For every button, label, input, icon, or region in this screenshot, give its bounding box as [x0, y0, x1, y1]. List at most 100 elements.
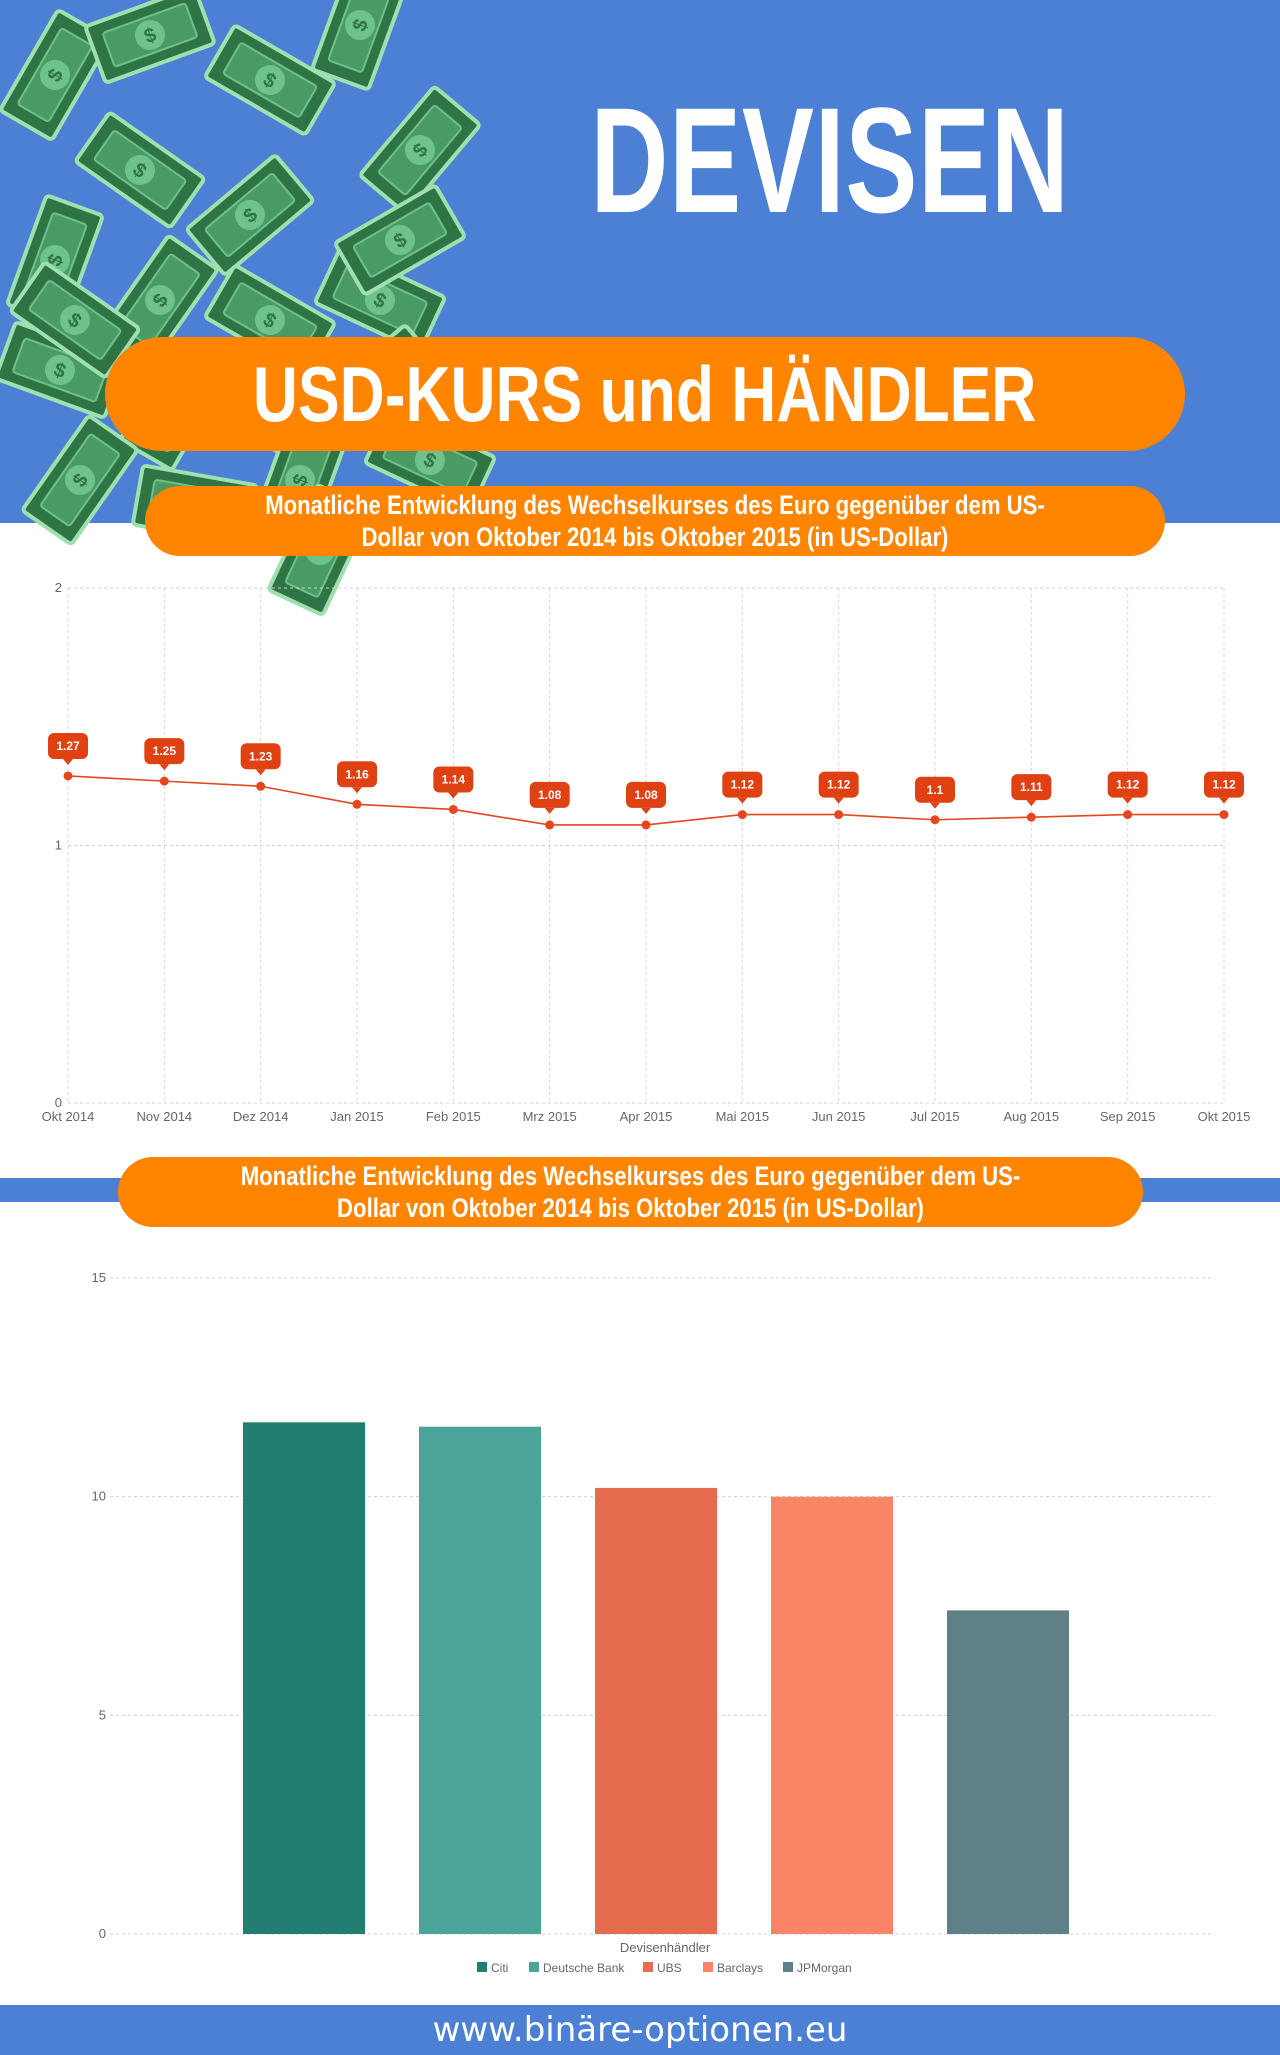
- data-label-bubble: [818, 771, 859, 798]
- money-bill-icon: $: [84, 0, 216, 84]
- y-tick-label: 10: [92, 1489, 106, 1504]
- legend-label: UBS: [657, 1961, 682, 1975]
- y-tick-label: 15: [92, 1270, 106, 1285]
- x-tick-label: Jan 2015: [330, 1109, 384, 1124]
- money-bill-seal: [405, 135, 435, 165]
- x-tick-label: Mai 2015: [716, 1109, 769, 1124]
- data-label-pointer: [930, 802, 940, 809]
- money-bill-icon: $: [185, 154, 315, 276]
- footer-band: [0, 2005, 1280, 2055]
- banner-title: USD-KURS und HÄNDLER: [105, 337, 1185, 451]
- x-tick-label: Jun 2015: [812, 1109, 866, 1124]
- data-label-bubble: [915, 776, 955, 803]
- data-label-bubble: [433, 766, 474, 793]
- y-tick-label: 0: [55, 1095, 62, 1110]
- data-label-bubble: [48, 732, 88, 759]
- legend-swatch: [703, 1962, 713, 1972]
- data-label-pointer: [737, 797, 748, 804]
- data-label-pointer: [1219, 797, 1229, 804]
- data-label-pointer: [641, 807, 651, 814]
- data-point: [1026, 812, 1036, 822]
- data-label-pointer: [1122, 797, 1133, 804]
- money-bill-seal: [60, 305, 90, 335]
- legend-label: Deutsche Bank: [543, 1961, 625, 1975]
- bar: [947, 1610, 1069, 1934]
- money-bill-seal: [255, 305, 285, 335]
- data-label-pointer: [1026, 800, 1037, 807]
- x-tick-label: Feb 2015: [426, 1109, 481, 1124]
- money-bill-seal: [65, 465, 95, 495]
- data-label-pointer: [544, 807, 555, 814]
- x-axis-label: Devisenhändler: [620, 1940, 711, 1955]
- data-label-bubble: [529, 781, 570, 808]
- data-label-bubble: [1107, 771, 1148, 798]
- x-tick-label: Okt 2014: [42, 1109, 95, 1124]
- bar-chart-title: Monatliche Entwicklung des Wechselkurses…: [118, 1157, 1143, 1227]
- data-point: [834, 810, 844, 820]
- data-point: [256, 781, 266, 791]
- x-tick-label: Aug 2015: [1003, 1109, 1059, 1124]
- money-bill-seal: [345, 10, 375, 40]
- money-bill-icon: $: [359, 85, 481, 215]
- data-label: 1.08: [634, 788, 658, 802]
- x-tick-label: Mrz 2015: [523, 1109, 577, 1124]
- data-point: [545, 820, 555, 830]
- line-chart-title: Monatliche Entwicklung des Wechselkurses…: [145, 486, 1165, 556]
- data-label-bubble: [240, 743, 281, 770]
- data-point: [1123, 810, 1133, 820]
- bar-chart: 0 5 10 15 Devisenhändler Citi Deutsche Bank UBS…: [92, 1270, 1215, 1975]
- banner-title-text: USD-KURS und HÄNDLER: [253, 350, 1037, 438]
- legend-label: Barclays: [717, 1961, 763, 1975]
- money-bill-seal: [255, 65, 285, 95]
- bar: [419, 1426, 541, 1934]
- money-bill-icon: $: [0, 9, 111, 141]
- x-tick-label: Okt 2015: [1198, 1109, 1251, 1124]
- y-tick-label: 5: [99, 1707, 106, 1722]
- x-tick-label: Dez 2014: [233, 1109, 289, 1124]
- money-bill-seal: [145, 285, 175, 315]
- bar: [595, 1487, 717, 1934]
- data-point: [737, 810, 747, 820]
- data-label-pointer: [448, 792, 459, 799]
- money-bill-seal: [415, 445, 445, 475]
- page-title: DEVISEN: [590, 76, 1070, 244]
- data-label: 1.12: [827, 778, 851, 792]
- footer-url[interactable]: www.binäre-optionen.eu: [432, 2010, 848, 2050]
- data-label: 1.11: [1020, 780, 1043, 794]
- data-label: 1.27: [56, 739, 80, 753]
- money-bill-seal: [235, 200, 265, 230]
- data-label-bubble: [1204, 771, 1244, 798]
- data-label: 1.12: [1212, 778, 1236, 792]
- money-bill-icon: $: [9, 261, 141, 379]
- legend-label: JPMorgan: [797, 1961, 852, 1975]
- legend-swatch: [643, 1962, 653, 1972]
- data-label-pointer: [255, 769, 266, 776]
- data-label: 1.16: [345, 767, 369, 781]
- data-point: [63, 771, 73, 781]
- legend-label: Citi: [491, 1961, 508, 1975]
- data-label: 1.14: [442, 772, 466, 786]
- money-bill-icon: $: [311, 0, 409, 91]
- data-label: 1.12: [1116, 778, 1140, 792]
- money-bill-seal: [125, 155, 155, 185]
- legend-swatch: [783, 1962, 793, 1972]
- money-bill-seal: [385, 225, 415, 255]
- y-tick-label: 1: [55, 838, 62, 853]
- money-bill-icon: $: [21, 414, 139, 546]
- data-point: [448, 804, 458, 814]
- money-bill-seal: [45, 355, 75, 385]
- data-label-pointer: [833, 797, 844, 804]
- data-point: [930, 815, 940, 825]
- data-point: [159, 776, 169, 786]
- data-label-bubble: [337, 761, 377, 788]
- money-bill-icon: $: [334, 184, 466, 296]
- data-label-bubble: [144, 738, 185, 765]
- bar: [771, 1496, 893, 1934]
- money-bill-icon: $: [204, 24, 336, 136]
- data-label: 1.25: [153, 744, 177, 758]
- line-chart-title-text: Monatliche Entwicklung des Wechselkurses…: [265, 490, 1045, 552]
- x-tick-label: Apr 2015: [620, 1109, 673, 1124]
- y-tick-label: 2: [55, 580, 62, 595]
- data-label: 1.12: [731, 778, 755, 792]
- bar-chart-title-text: Monatliche Entwicklung des Wechselkurses…: [240, 1161, 1021, 1223]
